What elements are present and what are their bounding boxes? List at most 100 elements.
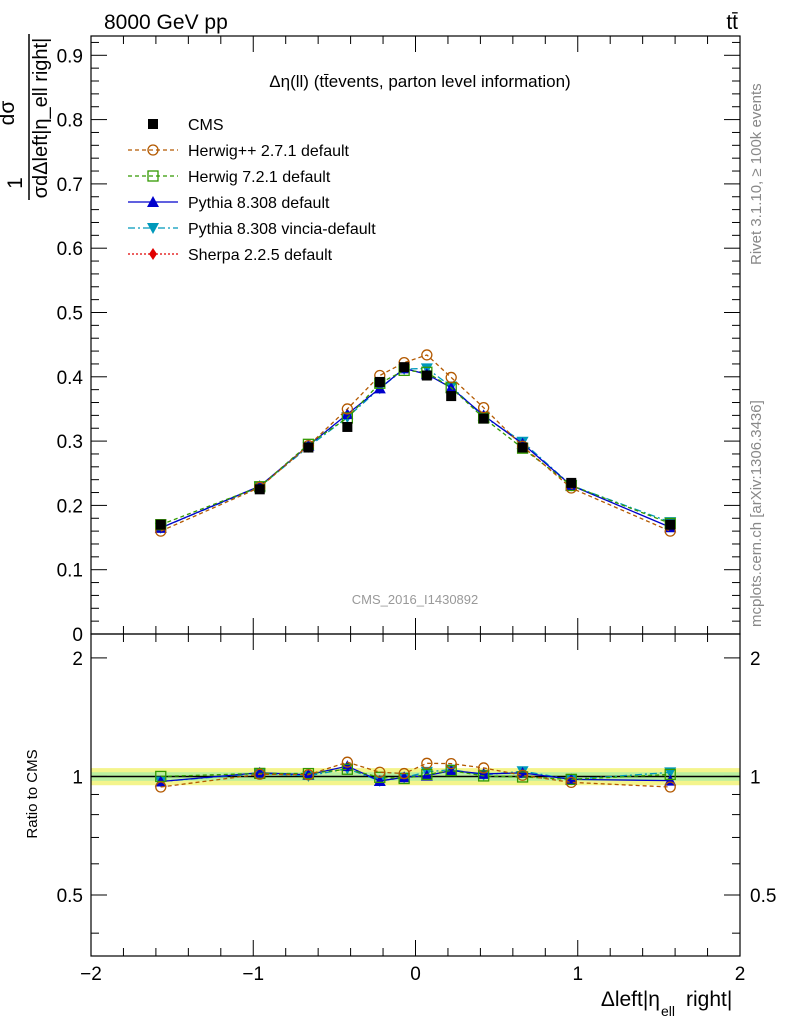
ratio-y-tick-label-right: 0.5 bbox=[750, 886, 776, 907]
main-y-tick-label: 0.7 bbox=[57, 175, 83, 196]
data-point bbox=[254, 768, 266, 780]
main-panel: 0 0.1 0.2 0.3 0.4 0.5 0.6 0.7 0.8 0.9 Δη(ll) (tt̄… bbox=[57, 35, 741, 646]
main-y-label: 1 dσ σdΔleft|η_ell right| bbox=[0, 34, 52, 200]
ratio-series-group bbox=[154, 756, 677, 793]
x-tick-label: 1 bbox=[572, 964, 583, 985]
series-line bbox=[160, 767, 671, 783]
legend-label: Pythia 8.308 default bbox=[188, 195, 330, 212]
data-point bbox=[566, 477, 577, 488]
data-point bbox=[446, 391, 457, 402]
series-line bbox=[160, 369, 671, 526]
data-point bbox=[420, 769, 433, 781]
main-y-tick-label: 0.5 bbox=[57, 303, 83, 324]
legend: CMS Herwig++ 2.7.1 default Herwig 7.2.1 de… bbox=[128, 117, 376, 264]
data-point bbox=[303, 442, 314, 453]
y-label-denominator: σdΔleft|η_ell right| bbox=[30, 38, 52, 199]
process-label: tt̄ bbox=[726, 11, 738, 34]
mcplots-label: mcplots.cern.ch [arXiv:1306.3436] bbox=[748, 400, 765, 627]
data-point bbox=[254, 484, 265, 495]
main-y-tick-label: 0.6 bbox=[57, 239, 83, 260]
data-point bbox=[373, 774, 386, 786]
ratio-y-tick-label-right: 1 bbox=[750, 767, 761, 788]
main-y-tick-label: 0.9 bbox=[57, 46, 83, 67]
data-point bbox=[421, 370, 432, 381]
data-point bbox=[342, 421, 353, 432]
data-point bbox=[445, 757, 457, 770]
series-line bbox=[160, 367, 671, 529]
main-y-tick-label: 0.4 bbox=[57, 368, 84, 389]
x-tick-label: 0 bbox=[410, 964, 421, 985]
legend-label: Sherpa 2.2.5 default bbox=[188, 247, 333, 264]
main-y-tick-label: 0 bbox=[72, 625, 83, 646]
ratio-y-label: Ratio to CMS bbox=[24, 749, 41, 838]
ratio-frame bbox=[90, 633, 741, 957]
legend-label: Herwig 7.2.1 default bbox=[188, 169, 331, 186]
data-point bbox=[477, 770, 490, 782]
data-point bbox=[341, 403, 354, 415]
series-line bbox=[160, 367, 671, 529]
ratio-y-tick-label: 0.5 bbox=[57, 886, 83, 907]
legend-marker bbox=[147, 170, 159, 182]
data-point bbox=[399, 362, 410, 373]
series-line bbox=[160, 354, 671, 532]
main-y-tick-label: 0.1 bbox=[57, 561, 83, 582]
data-point bbox=[664, 781, 676, 793]
main-y-axis: 0 0.1 0.2 0.3 0.4 0.5 0.6 0.7 0.8 0.9 bbox=[57, 41, 740, 646]
data-point bbox=[664, 768, 676, 781]
legend-marker bbox=[147, 144, 159, 156]
y-label-numerator: dσ bbox=[0, 101, 19, 126]
ratio-x-axis: −2 −1 0 1 2 bbox=[80, 634, 745, 985]
data-point bbox=[398, 767, 410, 780]
data-point bbox=[517, 442, 528, 453]
x-axis-label: Δleft|η ell right| bbox=[601, 988, 733, 1019]
chart-title: Δη(ll) (tt̄events, parton level informat… bbox=[269, 72, 570, 91]
data-point bbox=[565, 776, 577, 789]
legend-label: Pythia 8.308 vincia-default bbox=[188, 221, 376, 238]
data-point bbox=[445, 764, 458, 776]
y-label-one: 1 bbox=[4, 177, 27, 189]
legend-marker bbox=[148, 119, 158, 129]
ratio-y-tick-label-right: 2 bbox=[750, 649, 761, 670]
legend-marker bbox=[147, 196, 159, 207]
data-point bbox=[302, 769, 315, 781]
x-label-main: Δleft|η bbox=[601, 988, 660, 1011]
main-x-axis bbox=[90, 36, 741, 634]
data-point bbox=[374, 766, 386, 778]
energy-label: 8000 GeV pp bbox=[104, 11, 228, 34]
rivet-label: Rivet 3.1.10, ≥ 100k events bbox=[748, 83, 765, 265]
legend-marker bbox=[147, 223, 159, 234]
series-line bbox=[160, 761, 671, 788]
x-label-sub: ell bbox=[661, 1003, 675, 1019]
data-point bbox=[421, 757, 433, 769]
x-tick-label: −2 bbox=[80, 964, 102, 985]
data-point bbox=[374, 376, 385, 387]
watermark: CMS_2016_I1430892 bbox=[352, 592, 479, 607]
data-point bbox=[516, 769, 529, 781]
ratio-y-tick-label: 1 bbox=[72, 767, 83, 788]
data-point bbox=[374, 771, 386, 783]
main-y-tick-label: 0.3 bbox=[57, 432, 83, 453]
data-point bbox=[341, 763, 354, 775]
data-point bbox=[665, 519, 676, 530]
ratio-y-tick-label: 2 bbox=[72, 649, 83, 670]
data-point bbox=[477, 762, 490, 774]
data-point bbox=[398, 771, 411, 783]
data-point bbox=[341, 756, 354, 768]
data-point bbox=[341, 760, 354, 772]
data-point bbox=[155, 781, 167, 793]
ratio-y-axis: 0.5 0.5 1 1 2 2 bbox=[57, 649, 776, 934]
data-point bbox=[445, 764, 457, 777]
data-point bbox=[478, 413, 489, 424]
data-point bbox=[477, 402, 490, 414]
series-line bbox=[160, 768, 671, 781]
data-point bbox=[664, 767, 677, 779]
legend-marker bbox=[149, 248, 157, 260]
data-point bbox=[421, 349, 433, 361]
ratio-panel: 0.5 0.5 1 1 2 2 −2 −1 0 1 2 bbox=[57, 633, 776, 985]
x-label-tail: right| bbox=[686, 988, 732, 1011]
data-point bbox=[445, 371, 457, 384]
main-y-tick-label: 0.2 bbox=[57, 496, 83, 517]
legend-label: CMS bbox=[188, 117, 224, 134]
legend-label: Herwig++ 2.7.1 default bbox=[188, 143, 350, 160]
